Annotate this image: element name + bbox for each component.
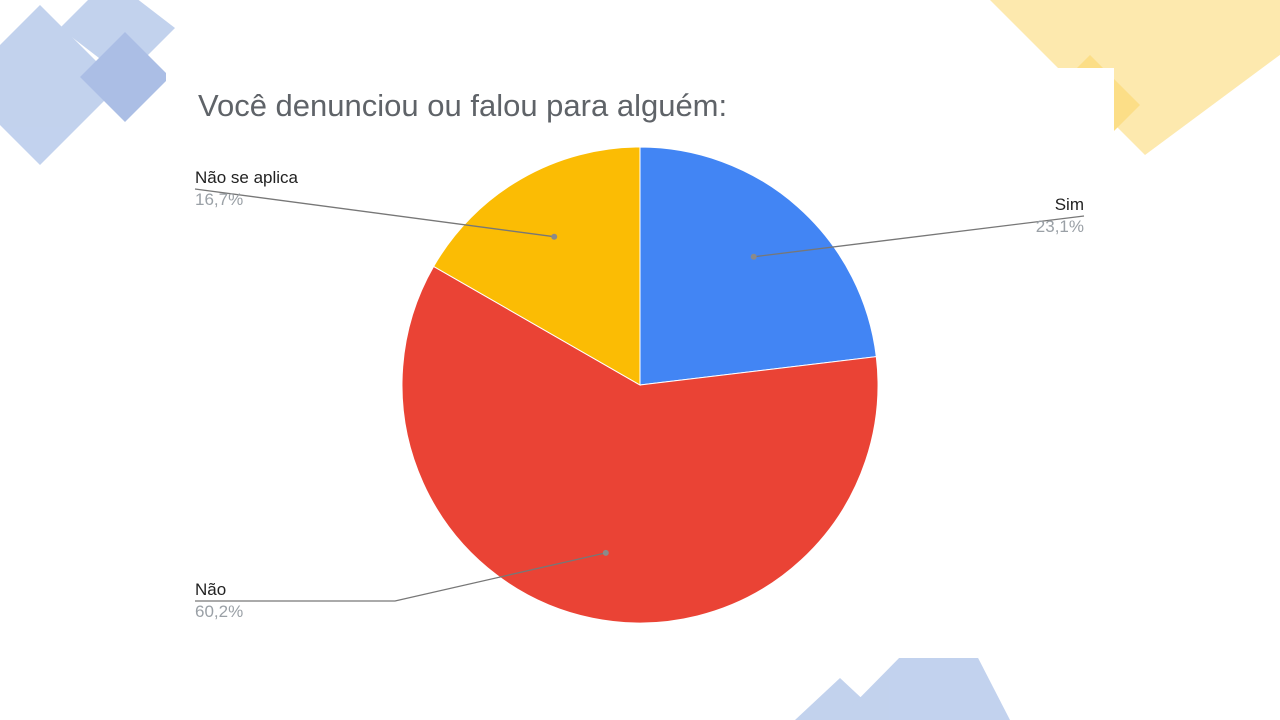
pie-slice-n-o-se-aplica [432,146,641,386]
slice-label-name: Não se aplica [195,168,299,187]
leader-dot [551,233,558,240]
slice-label-nao-se-aplica: Não se aplica 16,7% [195,167,298,211]
slice-label-name: Sim [1054,195,1084,214]
chart-title: Você denunciou ou falou para alguém: [198,88,728,123]
leader-lines [194,188,1085,602]
slice-label-nao: Não 60,2% [195,579,243,623]
slice-label-percent: 23,1% [1035,217,1084,236]
pie-slice-n-o [401,265,879,624]
pie-slices [401,146,879,624]
pie-slice-sim [639,146,877,386]
leader-line-sim [753,215,1085,258]
leader-line-n-o [195,552,606,602]
slice-label-name: Não [195,580,227,599]
leader-dot [750,253,757,260]
slice-label-sim: Sim 23,1% [1036,194,1084,238]
leader-dot [602,549,609,556]
slice-label-percent: 16,7% [195,190,244,209]
slice-label-percent: 60,2% [195,602,244,621]
leader-line-n-o-se-aplica [194,188,555,238]
